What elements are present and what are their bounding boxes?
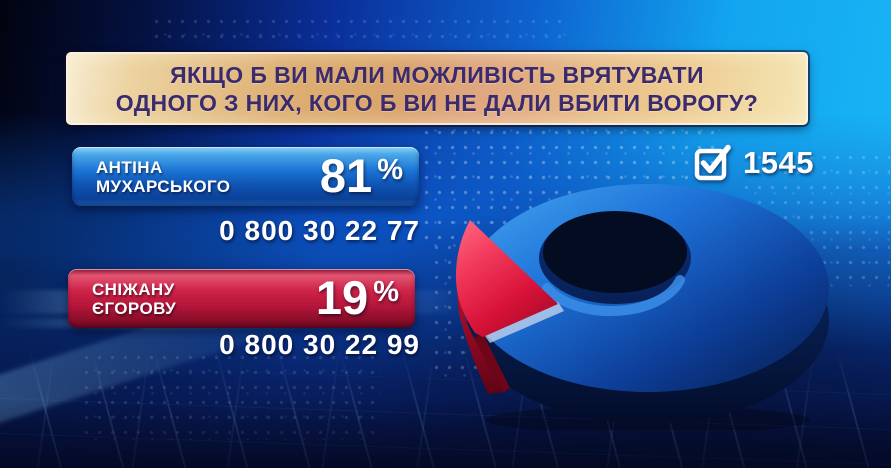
option-name: АНТІНА МУХАРСЬКОГО [96,158,230,196]
vote-count: 1545 [743,145,814,180]
option-name-line2: ЄГОРОВУ [92,298,177,318]
option-bar-mukharskyi: АНТІНА МУХАРСЬКОГО 81 % [72,147,419,206]
minority-slice-front-face [456,278,504,394]
percent-value: 19 [315,271,369,324]
slice-cut-edge [482,302,564,343]
question-banner: ЯКЩО Б ВИ МАЛИ МОЖЛИВІСТЬ ВРЯТУВАТИ ОДНО… [66,52,808,125]
minority-slice-red [455,220,558,337]
vote-counter: 1545 [694,144,814,182]
checkbox-icon [694,144,731,181]
option-bar-yehorova: СНІЖАНУ ЄГОРОВУ 19 % [68,269,415,328]
donut-hole [543,211,687,293]
option-percent: 19 % [316,273,399,323]
question-line-2: ОДНОГО З НИХ, КОГО Б ВИ НЕ ДАЛИ ВБИТИ ВО… [115,89,759,116]
minority-slice-lower-face [474,334,510,392]
phone-number-option-2: 0 800 30 22 99 [219,329,420,360]
option-name-line2: МУХАРСЬКОГО [96,176,231,196]
phone-number-option-1: 0 800 30 22 77 [219,215,420,246]
donut-chart-svg [455,184,829,434]
option-name-line1: СНІЖАНУ [92,279,175,299]
percent-sign: % [377,154,403,186]
poll-donut-chart [430,180,850,434]
option-name: СНІЖАНУ ЄГОРОВУ [92,280,176,318]
donut-majority-slice-blue [467,184,829,392]
bottom-vignette [0,398,891,468]
pixel-sparkles-overlay [150,14,570,48]
option-percent: 81 % [320,151,403,201]
question-line-1: ЯКЩО Б ВИ МАЛИ МОЖЛИВІСТЬ ВРЯТУВАТИ [170,61,704,88]
percent-sign: % [373,276,399,308]
option-name-line1: АНТІНА [96,157,163,177]
percent-value: 81 [319,149,373,202]
donut-hole-inner-wall [542,275,685,317]
